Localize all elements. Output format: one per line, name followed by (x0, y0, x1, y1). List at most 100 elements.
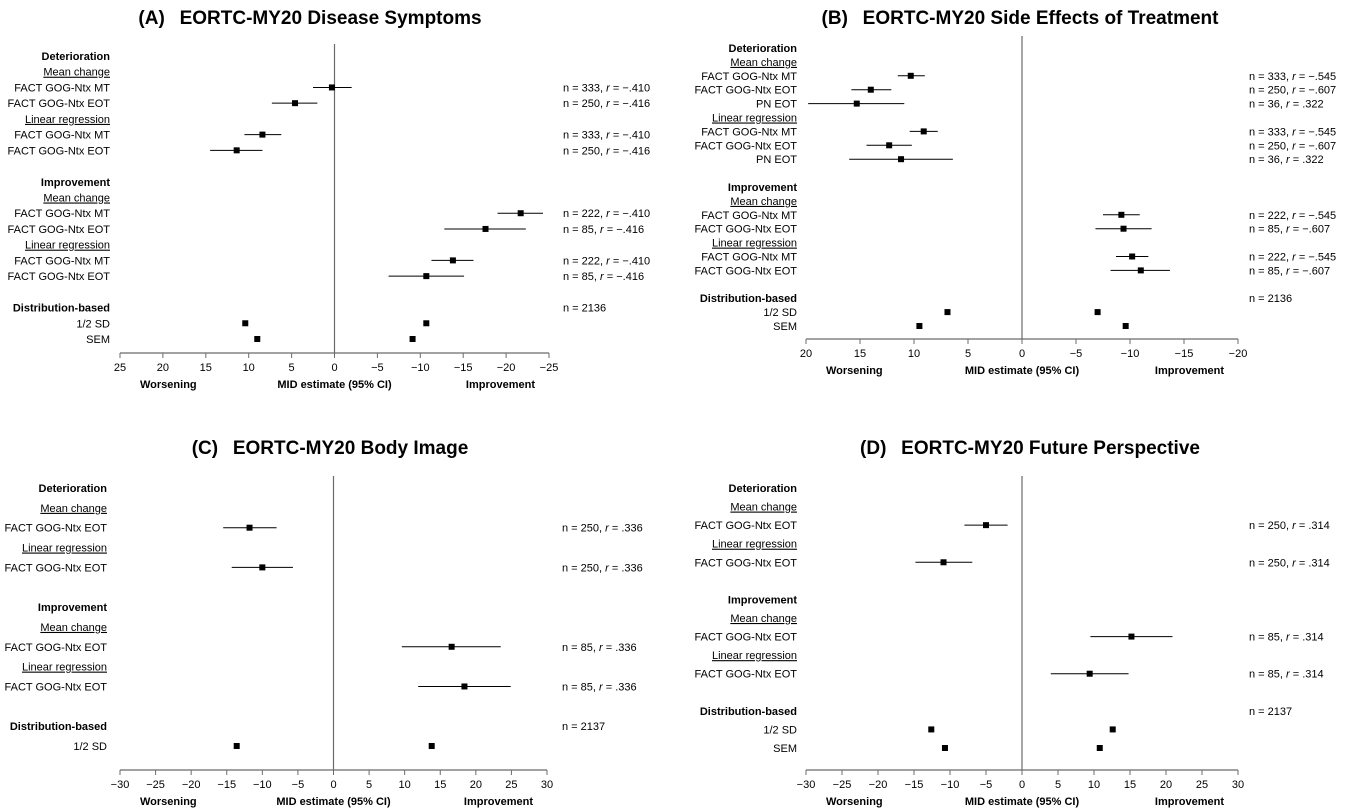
x-tick-label: 10 (399, 779, 411, 791)
r-symbol: r (1286, 669, 1291, 681)
n-value: n = 85, (562, 642, 599, 654)
method-label: Linear regression (712, 238, 797, 250)
point-estimate (940, 559, 947, 566)
r-value: = −.410 (610, 255, 650, 267)
r-symbol: r (1286, 265, 1291, 277)
r-symbol: r (605, 562, 610, 574)
row-label: FACT GOG-Ntx MT (701, 210, 797, 222)
x-tick-label: −25 (833, 779, 852, 791)
r-symbol: r (1292, 557, 1297, 569)
x-tick-label: 10 (1088, 779, 1100, 791)
r-symbol: r (1286, 154, 1291, 166)
distribution-point (1096, 745, 1103, 751)
method-label: Mean change (730, 502, 797, 514)
r-value: = .336 (609, 523, 643, 535)
r-value: = −.545 (1296, 126, 1336, 138)
row-label: FACT GOG-Ntx EOT (5, 523, 108, 535)
row-label: FACT GOG-Ntx EOT (8, 224, 111, 236)
r-symbol: r (606, 255, 611, 267)
x-tick-label: 0 (330, 779, 336, 791)
x-tick-label: −15 (454, 362, 473, 374)
n-value: n = 2137 (1249, 706, 1292, 718)
r-symbol: r (1292, 85, 1297, 97)
method-label: Linear regression (22, 543, 107, 555)
r-symbol: r (600, 224, 605, 236)
improvement-label: Improvement (464, 796, 533, 808)
r-symbol: r (1286, 224, 1291, 236)
distribution-point (254, 336, 261, 342)
distribution-point (233, 743, 240, 749)
row-label: FACT GOG-Ntx EOT (8, 271, 111, 283)
sample-size-stat: n = 85, r = −.607 (1249, 224, 1330, 236)
sample-size-stat: n = 36, r = .322 (1249, 99, 1324, 111)
r-value: = .336 (609, 562, 643, 574)
x-tick-label: −5 (980, 779, 993, 791)
n-value: n = 85, (1249, 669, 1286, 681)
point-estimate (867, 86, 874, 93)
n-value: n = 222, (563, 208, 606, 220)
x-tick-label: −10 (411, 362, 430, 374)
x-tick-label: −5 (292, 779, 305, 791)
row-label: FACT GOG-Ntx EOT (5, 562, 108, 574)
sample-size-stat: n = 222, r = −.545 (1249, 210, 1336, 222)
group-header: Improvement (41, 177, 110, 189)
sample-size-stat: n = 85, r = .336 (562, 681, 637, 693)
x-tick-label: −20 (869, 779, 888, 791)
r-symbol: r (606, 145, 611, 157)
r-symbol: r (1292, 71, 1297, 83)
r-symbol: r (1292, 126, 1297, 138)
x-tick-label: −10 (1121, 348, 1140, 360)
x-tick-label: 30 (1232, 779, 1244, 791)
n-value: n = 333, (563, 130, 606, 142)
worsening-label: Worsening (140, 379, 197, 391)
distribution-point (941, 745, 948, 751)
x-axis-title: MID estimate (95% CI) (277, 379, 392, 391)
x-tick-label: −25 (146, 779, 165, 791)
n-value: n = 222, (1249, 210, 1292, 222)
sample-size-stat: n = 333, r = −.410 (563, 130, 650, 142)
distribution-point (916, 323, 923, 329)
sample-size-stat: n = 36, r = .322 (1249, 154, 1324, 166)
n-value: n = 250, (563, 98, 606, 110)
row-label: FACT GOG-Ntx MT (14, 255, 110, 267)
r-symbol: r (1286, 632, 1291, 644)
point-estimate (898, 156, 905, 163)
row-label: FACT GOG-Ntx EOT (695, 140, 798, 152)
worsening-label: Worsening (140, 796, 197, 808)
r-value: = −.416 (604, 271, 644, 283)
group-header: Deterioration (42, 51, 111, 63)
point-estimate (1129, 253, 1136, 260)
sample-size-stat: n = 250, r = −.416 (563, 98, 650, 110)
sample-size-stat: n = 222, r = −.410 (563, 255, 650, 267)
n-value: n = 2136 (563, 303, 606, 315)
row-label: SEM (773, 743, 797, 755)
x-tick-label: −10 (253, 779, 272, 791)
r-symbol: r (606, 130, 611, 142)
method-label: Mean change (730, 57, 797, 69)
n-value: n = 85, (1249, 632, 1286, 644)
x-tick-label: 15 (200, 362, 212, 374)
point-estimate (461, 683, 468, 690)
r-value: = −.607 (1290, 265, 1330, 277)
x-tick-label: 15 (434, 779, 446, 791)
distribution-point (1109, 726, 1116, 733)
n-value: n = 36, (1249, 154, 1286, 166)
worsening-label: Worsening (826, 796, 883, 808)
n-value: n = 250, (562, 562, 605, 574)
sample-size-stat: n = 250, r = −.607 (1249, 85, 1336, 97)
point-estimate (853, 100, 860, 107)
point-estimate (259, 564, 266, 571)
r-value: = .314 (1296, 557, 1330, 569)
point-estimate (259, 131, 266, 138)
x-tick-label: 20 (470, 779, 482, 791)
x-tick-label: −15 (1175, 348, 1194, 360)
x-tick-label: −5 (1070, 348, 1083, 360)
x-tick-label: 25 (505, 779, 517, 791)
point-estimate (482, 225, 489, 232)
row-label: FACT GOG-Ntx EOT (695, 85, 798, 97)
x-tick-label: 15 (854, 348, 866, 360)
x-tick-label: 20 (157, 362, 169, 374)
method-label: Mean change (40, 622, 107, 634)
distribution-point (428, 743, 435, 749)
